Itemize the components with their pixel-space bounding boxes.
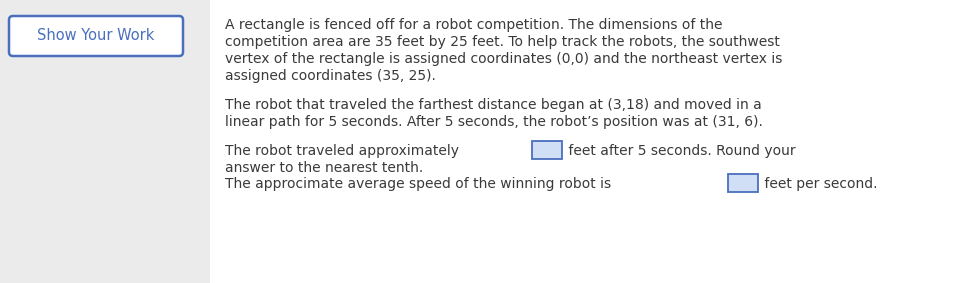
Text: linear path for 5 seconds. After 5 seconds, the robot’s position was at (31, 6).: linear path for 5 seconds. After 5 secon…: [225, 115, 763, 129]
Text: competition area are 35 feet by 25 feet. To help track the robots, the southwest: competition area are 35 feet by 25 feet.…: [225, 35, 780, 49]
Text: feet per second.: feet per second.: [760, 177, 877, 191]
Text: Show Your Work: Show Your Work: [37, 29, 155, 44]
Text: answer to the nearest tenth.: answer to the nearest tenth.: [225, 161, 423, 175]
Text: The robot that traveled the farthest distance began at (3,18) and moved in a: The robot that traveled the farthest dis…: [225, 98, 761, 112]
FancyBboxPatch shape: [9, 16, 183, 56]
Text: vertex of the rectangle is assigned coordinates (0,0) and the northeast vertex i: vertex of the rectangle is assigned coor…: [225, 52, 782, 66]
FancyBboxPatch shape: [210, 0, 960, 283]
Text: The approcimate average speed of the winning robot is: The approcimate average speed of the win…: [225, 177, 615, 191]
FancyBboxPatch shape: [728, 174, 757, 192]
Text: feet after 5 seconds. Round your: feet after 5 seconds. Round your: [564, 144, 795, 158]
Text: The robot traveled approximately: The robot traveled approximately: [225, 144, 464, 158]
Text: A rectangle is fenced off for a robot competition. The dimensions of the: A rectangle is fenced off for a robot co…: [225, 18, 723, 32]
FancyBboxPatch shape: [532, 141, 562, 159]
Text: assigned coordinates (35, 25).: assigned coordinates (35, 25).: [225, 69, 436, 83]
